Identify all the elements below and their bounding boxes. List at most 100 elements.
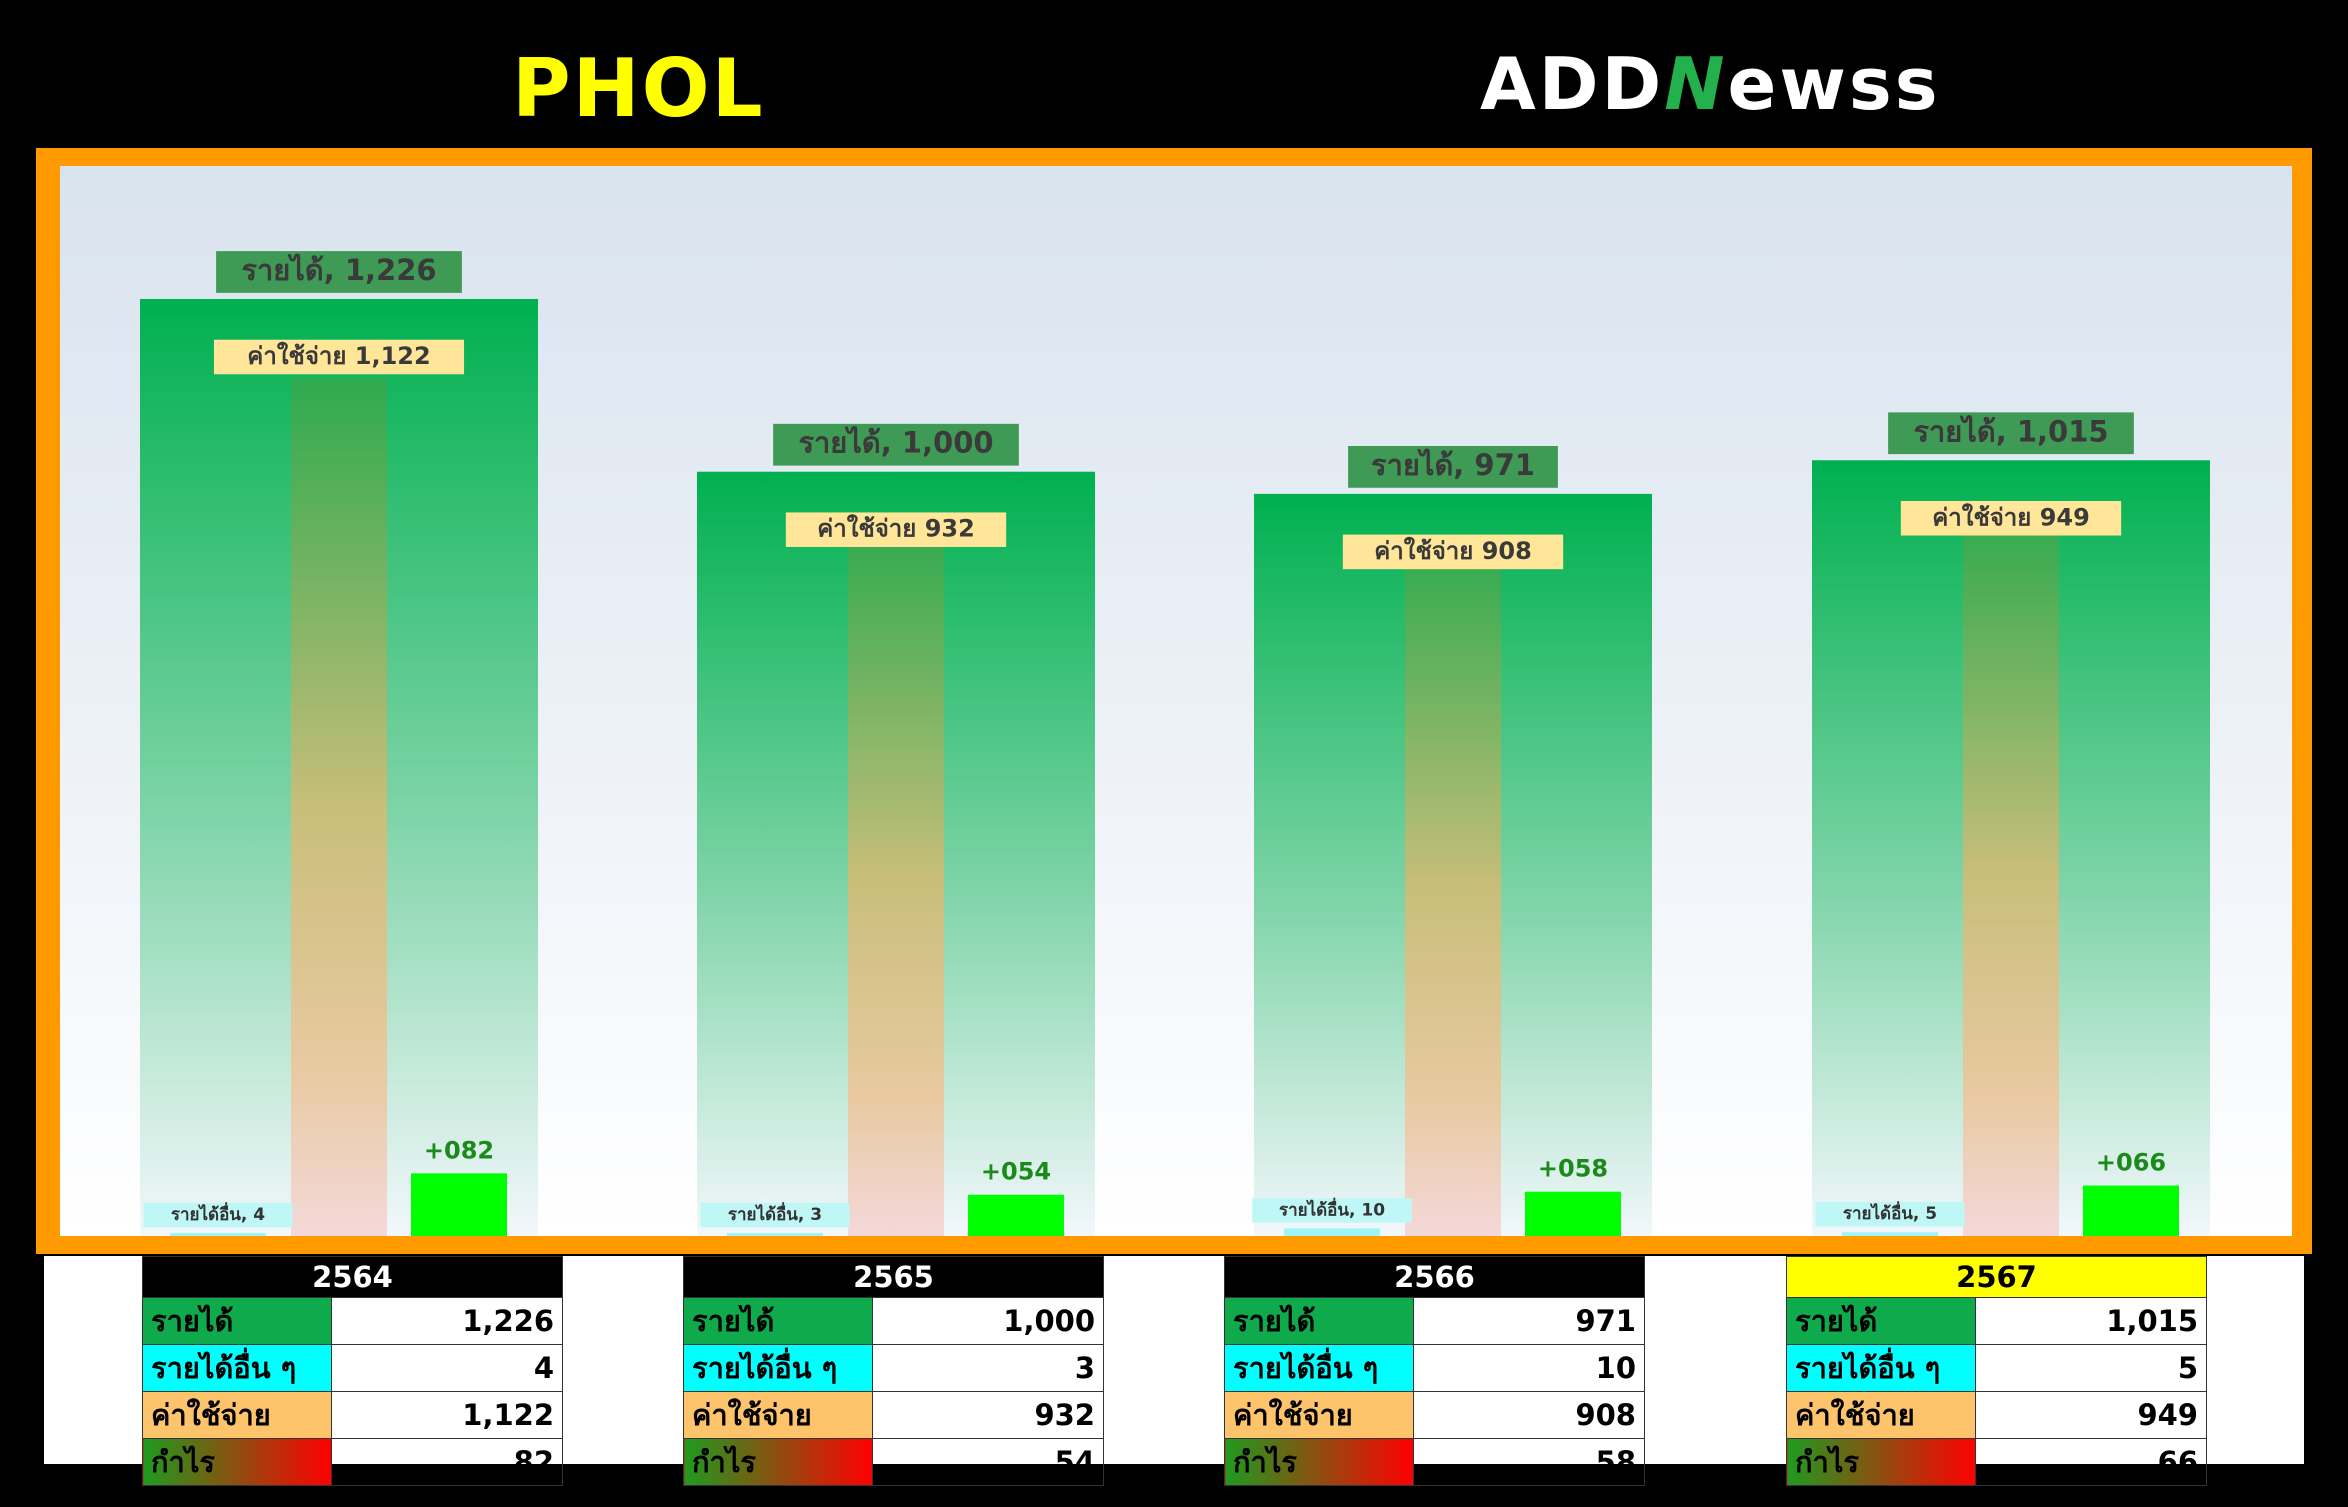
row-value: 971 bbox=[1413, 1297, 1645, 1345]
row-label: กำไร bbox=[142, 1438, 332, 1486]
row-value: 1,015 bbox=[1975, 1297, 2207, 1345]
label-revenue-2564-bg bbox=[216, 251, 462, 293]
row-value: 908 bbox=[1413, 1391, 1645, 1439]
label-revenue-2565: รายได้, 1,000 bbox=[798, 426, 993, 460]
label-revenue-2567: รายได้, 1,015 bbox=[1913, 414, 2108, 448]
table-row: กำไร 66 bbox=[1786, 1438, 2207, 1486]
row-label: ค่าใช้จ่าย bbox=[683, 1391, 873, 1439]
table-year-header: 2564 bbox=[142, 1256, 563, 1298]
bar-other-2567 bbox=[1842, 1232, 1938, 1236]
label-revenue-2567-bg bbox=[1888, 412, 2134, 455]
label-profit-2564: +082 bbox=[424, 1136, 494, 1164]
label-other-2564: รายได้อื่น, 4 bbox=[171, 1202, 265, 1225]
label-expense-2567-bg bbox=[1900, 500, 2122, 536]
brand-left: ADD bbox=[1480, 42, 1665, 126]
row-value: 932 bbox=[872, 1391, 1104, 1439]
bar-profit-2564 bbox=[411, 1173, 507, 1236]
table-row: รายได้ 1,000 bbox=[683, 1297, 1104, 1345]
bar-other-2565 bbox=[727, 1233, 823, 1236]
label-revenue-2566-bg bbox=[1348, 445, 1558, 488]
table-row: กำไร 54 bbox=[683, 1438, 1104, 1486]
row-label: รายได้ bbox=[1224, 1297, 1414, 1345]
label-other-2565: รายได้อื่น, 3 bbox=[728, 1202, 822, 1225]
label-revenue-2566: รายได้, 971 bbox=[1371, 448, 1535, 482]
bar-profit-2567 bbox=[2083, 1185, 2179, 1236]
row-value: 5 bbox=[1975, 1344, 2207, 1392]
row-label: ค่าใช้จ่าย bbox=[1224, 1391, 1414, 1439]
table-row: รายได้ 1,015 bbox=[1786, 1297, 2207, 1345]
row-label: กำไร bbox=[1786, 1438, 1976, 1486]
row-value: 66 bbox=[1975, 1438, 2207, 1486]
label-other-2566-bg bbox=[1252, 1198, 1412, 1223]
row-value: 54 bbox=[872, 1438, 1104, 1486]
row-value: 58 bbox=[1413, 1438, 1645, 1486]
table-2566: 2566 รายได้ 971 รายได้อื่น ๆ 10 ค่าใช้จ่าย 908… bbox=[1224, 1256, 1645, 1486]
bar-chart: รายได้, 1,226 ค่าใช้จ่าย 1,122 +082 รายได้อ… bbox=[140, 251, 2210, 1237]
label-profit-2567: +066 bbox=[2096, 1149, 2166, 1177]
ticker-title: PHOL bbox=[512, 42, 765, 135]
row-label: รายได้อื่น ๆ bbox=[1224, 1344, 1414, 1392]
summary-tables: 2564 รายได้ 1,226 รายได้อื่น ๆ 4 ค่าใช้จ่าย 1,… bbox=[44, 1256, 2304, 1486]
table-row: ค่าใช้จ่าย 1,122 bbox=[142, 1391, 563, 1439]
table-year-header: 2566 bbox=[1224, 1256, 1645, 1298]
label-expense-2566: ค่าใช้จ่าย 908 bbox=[1374, 536, 1532, 565]
table-year-header: 2567 bbox=[1786, 1256, 2207, 1298]
table-row: รายได้ 971 bbox=[1224, 1297, 1645, 1345]
bar-expense-2564 bbox=[291, 378, 387, 1236]
label-expense-2567: ค่าใช้จ่าย 949 bbox=[1932, 502, 2090, 531]
row-value: 1,122 bbox=[331, 1391, 563, 1439]
row-label: รายได้อื่น ๆ bbox=[142, 1344, 332, 1392]
brand-n: N bbox=[1664, 42, 1728, 126]
row-label: รายได้ bbox=[142, 1297, 332, 1345]
table-row: ค่าใช้จ่าย 949 bbox=[1786, 1391, 2207, 1439]
label-other-2566: รายได้อื่น, 10 bbox=[1279, 1197, 1385, 1220]
label-other-2565-bg bbox=[700, 1202, 850, 1228]
brand-logo: ADDNewss bbox=[1480, 42, 1941, 126]
bar-profit-2566 bbox=[1525, 1191, 1621, 1236]
label-other-2567-bg bbox=[1815, 1201, 1965, 1227]
row-label: รายได้อื่น ๆ bbox=[1786, 1344, 1976, 1392]
row-value: 4 bbox=[331, 1344, 563, 1392]
label-expense-2566-bg bbox=[1342, 534, 1564, 570]
table-row: กำไร 82 bbox=[142, 1438, 563, 1486]
row-label: รายได้ bbox=[683, 1297, 873, 1345]
brand-right: ewss bbox=[1727, 42, 1941, 126]
row-value: 3 bbox=[872, 1344, 1104, 1392]
table-year-header: 2565 bbox=[683, 1256, 1104, 1298]
label-other-2567: รายได้อื่น, 5 bbox=[1843, 1201, 1937, 1224]
label-expense-2565-bg bbox=[785, 512, 1007, 547]
bar-other-2564 bbox=[170, 1232, 266, 1236]
label-expense-2564: ค่าใช้จ่าย 1,122 bbox=[247, 341, 430, 370]
table-row: รายได้อื่น ๆ 10 bbox=[1224, 1344, 1645, 1392]
label-profit-2566: +058 bbox=[1538, 1155, 1608, 1183]
bar-expense-2566 bbox=[1405, 542, 1501, 1236]
label-revenue-2564: รายได้, 1,226 bbox=[241, 253, 436, 287]
row-label: ค่าใช้จ่าย bbox=[1786, 1391, 1976, 1439]
table-row: ค่าใช้จ่าย 908 bbox=[1224, 1391, 1645, 1439]
row-label: กำไร bbox=[1224, 1438, 1414, 1486]
label-expense-2564-bg bbox=[213, 339, 465, 375]
label-revenue-2565-bg bbox=[773, 423, 1019, 466]
row-value: 1,000 bbox=[872, 1297, 1104, 1345]
row-label: รายได้อื่น ๆ bbox=[683, 1344, 873, 1392]
bar-expense-2567 bbox=[1963, 510, 2059, 1236]
label-other-2564-bg bbox=[143, 1202, 293, 1228]
label-expense-2565: ค่าใช้จ่าย 932 bbox=[817, 514, 975, 543]
table-row: รายได้ 1,226 bbox=[142, 1297, 563, 1345]
bar-other-2566 bbox=[1284, 1228, 1380, 1236]
bar-expense-2565 bbox=[848, 523, 944, 1236]
chart-frame: รายได้, 1,226 ค่าใช้จ่าย 1,122 +082 รายได้อ… bbox=[36, 148, 2312, 1254]
row-label: ค่าใช้จ่าย bbox=[142, 1391, 332, 1439]
table-2564: 2564 รายได้ 1,226 รายได้อื่น ๆ 4 ค่าใช้จ่าย 1,… bbox=[142, 1256, 563, 1486]
row-label: กำไร bbox=[683, 1438, 873, 1486]
table-row: กำไร 58 bbox=[1224, 1438, 1645, 1486]
chart-plot-area: รายได้, 1,226 ค่าใช้จ่าย 1,122 +082 รายได้อ… bbox=[60, 166, 2292, 1237]
table-2567: 2567 รายได้ 1,015 รายได้อื่น ๆ 5 ค่าใช้จ่าย 94… bbox=[1786, 1256, 2207, 1486]
row-value: 10 bbox=[1413, 1344, 1645, 1392]
label-profit-2565: +054 bbox=[981, 1158, 1051, 1186]
row-value: 1,226 bbox=[331, 1297, 563, 1345]
bar-profit-2565 bbox=[968, 1194, 1064, 1236]
